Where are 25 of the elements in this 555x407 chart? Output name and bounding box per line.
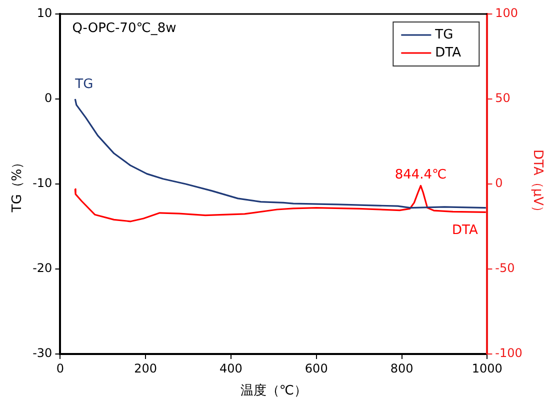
legend-label: DTA xyxy=(435,45,462,60)
y-tick-label: 0 xyxy=(44,91,52,106)
y-tick-label: -30 xyxy=(32,346,52,360)
y2-tick-label: -100 xyxy=(495,346,522,360)
x-tick-label: 800 xyxy=(390,361,414,376)
annotation: DTA xyxy=(452,223,478,238)
x-tick-label: 600 xyxy=(304,361,328,376)
y-tick-label: -10 xyxy=(32,176,52,190)
x-tick-label: 0 xyxy=(56,361,64,376)
y-tick-label: -20 xyxy=(32,261,52,276)
x-axis-title: 温度（℃） xyxy=(240,382,307,399)
y2-tick-label: 0 xyxy=(495,176,503,190)
text: Q-OPC-70℃_8w xyxy=(72,20,177,36)
y2-axis-title: DTA（μV） xyxy=(530,150,545,218)
y-axis-title: TG（%） xyxy=(10,156,26,214)
x-tick-label: 1000 xyxy=(472,361,502,376)
legend-label: TG xyxy=(434,27,454,42)
y2-tick-label: 50 xyxy=(495,91,510,106)
y2-tick-label: -50 xyxy=(495,261,515,276)
y-tick-label: 10 xyxy=(36,6,52,20)
annotation: 844.4℃ xyxy=(394,168,447,183)
annotation: TG xyxy=(74,76,94,92)
y2-tick-label: 100 xyxy=(495,6,518,20)
x-tick-label: 400 xyxy=(220,361,242,376)
x-tick-label: 200 xyxy=(134,361,158,376)
